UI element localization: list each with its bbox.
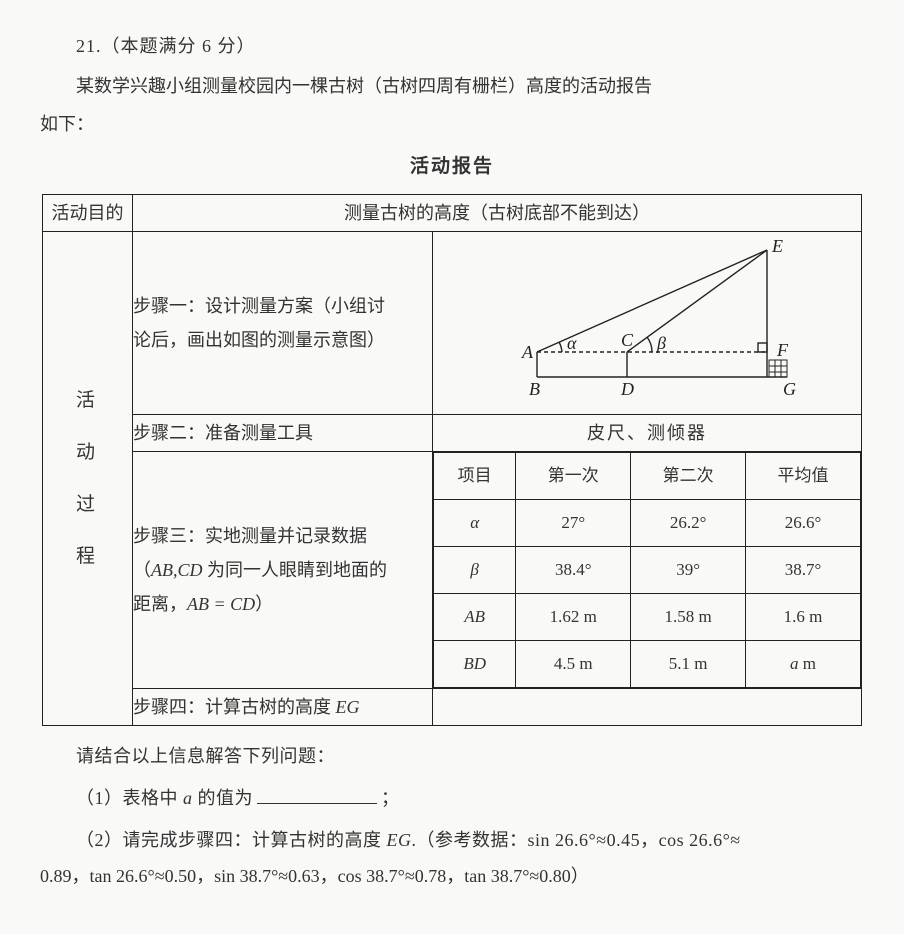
label-B: B [529,379,540,399]
step4-text: 步骤四：计算古树的高度 [133,697,336,717]
step3-line3b: ） [255,594,273,614]
cell-bd-avg: a m [746,641,861,688]
table-row: α 27° 26.2° 26.6° [434,500,861,547]
table-row: BD 4.5 m 5.1 m a m [434,641,861,688]
q1-text-c: ； [381,788,400,808]
question-2-line1: （2）请完成步骤四：计算古树的高度 EG.（参考数据：sin 26.6°≈0.4… [40,822,864,858]
question-2-line2: 0.89，tan 26.6°≈0.50，sin 38.7°≈0.63，cos 3… [40,858,864,894]
cell-bd-m: m [799,654,816,673]
table-row: 项目 第一次 第二次 平均值 [434,453,861,500]
label-C: C [621,330,634,350]
q1-text-a: （1）表格中 [76,788,183,808]
cell-alpha: α [434,500,516,547]
label-purpose: 活动目的 [43,195,133,232]
measurement-data-table: 项目 第一次 第二次 平均值 α 27° 26.2° 26.6° β 38.4°… [433,452,861,688]
problem-number-score: 21.（本题满分 6 分） [40,28,864,64]
step3-line2a: （ [133,560,151,580]
step2-cell: 步骤二：准备测量工具 [133,415,433,452]
cell-ab2: 1.58 m [631,594,746,641]
cell-b2: 39° [631,547,746,594]
cell-a-avg: 26.6° [746,500,861,547]
intro-line-1: 某数学兴趣小组测量校园内一棵古树（古树四周有栅栏）高度的活动报告 [40,68,864,104]
cell-a1: 27° [516,500,631,547]
table-row: β 38.4° 39° 38.7° [434,547,861,594]
activity-report-table: 活动目的 测量古树的高度（古树底部不能到达） 活 动 过 程 步骤一：设计测量方… [42,194,862,726]
label-process: 活 动 过 程 [43,232,133,726]
intro-line-2: 如下： [40,106,864,142]
q2-text-b: .（参考数据：sin 26.6°≈0.45，cos 26.6°≈ [412,830,741,850]
step3-line2b: 为同一人眼睛到地面的 [203,560,388,580]
process-char-3: 过 [43,486,132,524]
hdr-second: 第二次 [631,453,746,500]
cell-bd1: 4.5 m [516,641,631,688]
step3-line3a: 距离， [133,594,187,614]
measurement-diagram: A B C D E F G α β [467,232,827,402]
label-beta: β [656,333,666,353]
purpose-text: 测量古树的高度（古树底部不能到达） [133,195,862,232]
label-E: E [771,236,783,256]
cell-bd-a: a [790,654,799,673]
q1-var: a [183,788,193,808]
question-1: （1）表格中 a 的值为 ； [40,780,864,816]
process-char-4: 程 [43,538,132,576]
label-F: F [776,340,789,360]
step1-cell: 步骤一：设计测量方案（小组讨 论后，画出如图的测量示意图） [133,232,433,415]
label-G: G [783,379,796,399]
q2-text-a: （2）请完成步骤四：计算古树的高度 [76,830,387,850]
cell-b-avg: 38.7° [746,547,861,594]
questions-prompt: 请结合以上信息解答下列问题： [40,738,864,774]
cell-beta: β [434,547,516,594]
step4-cell: 步骤四：计算古树的高度 EG [133,689,433,726]
step3-eq: AB = CD [187,594,255,614]
diagram-cell: A B C D E F G α β [433,232,862,415]
process-char-2: 动 [43,434,132,472]
process-char-1: 活 [43,382,132,420]
step1-line1: 步骤一：设计测量方案（小组讨 [133,296,385,316]
table-row: AB 1.62 m 1.58 m 1.6 m [434,594,861,641]
label-alpha: α [567,333,577,353]
tools-cell: 皮尺、测倾器 [433,415,862,452]
cell-ab1: 1.62 m [516,594,631,641]
q2-var: EG [387,830,412,850]
step3-vars: AB,CD [151,560,203,580]
step4-empty [433,689,862,726]
report-title: 活动报告 [40,148,864,186]
step4-var: EG [336,697,360,717]
cell-a2: 26.2° [631,500,746,547]
step3-cell: 步骤三：实地测量并记录数据 （AB,CD 为同一人眼睛到地面的 距离，AB = … [133,452,433,689]
cell-ab-avg: 1.6 m [746,594,861,641]
q1-text-b: 的值为 [193,788,254,808]
cell-bd: BD [434,641,516,688]
cell-ab: AB [434,594,516,641]
cell-bd2: 5.1 m [631,641,746,688]
hdr-item: 项目 [434,453,516,500]
label-D: D [620,379,634,399]
hdr-avg: 平均值 [746,453,861,500]
cell-b1: 38.4° [516,547,631,594]
step3-line1: 步骤三：实地测量并记录数据 [133,526,367,546]
label-A: A [521,342,534,362]
hdr-first: 第一次 [516,453,631,500]
data-subtable-cell: 项目 第一次 第二次 平均值 α 27° 26.2° 26.6° β 38.4°… [433,452,862,689]
step1-line2: 论后，画出如图的测量示意图） [133,330,385,350]
answer-blank[interactable] [257,786,377,804]
